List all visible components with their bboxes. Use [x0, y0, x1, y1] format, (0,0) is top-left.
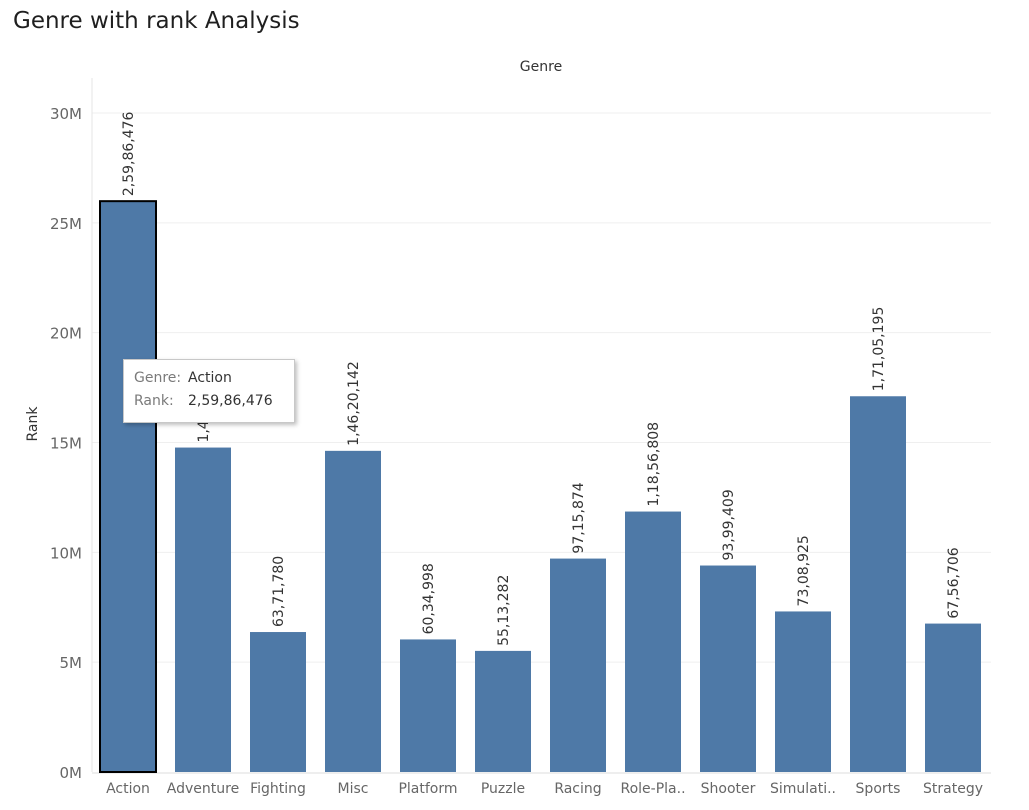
data-label: 67,56,706 [946, 547, 962, 618]
chart-title: Genre with rank Analysis [13, 8, 300, 34]
data-label: 1,4 [196, 420, 212, 442]
data-label: 60,34,998 [421, 563, 437, 634]
bar-puzzle[interactable] [475, 650, 531, 772]
bar-strategy[interactable] [925, 623, 981, 772]
data-label: 73,08,925 [796, 535, 812, 606]
tooltip-rank-key: Rank: [134, 393, 174, 409]
y-tick-label: 0M [60, 764, 83, 782]
bar-fighting[interactable] [250, 632, 306, 772]
y-axis-title: Rank [25, 406, 41, 442]
tooltip-genre-value: Action [188, 370, 232, 386]
data-label: 93,99,409 [721, 489, 737, 560]
x-tick-label: Misc [338, 781, 369, 797]
x-tick-label: Simulati.. [770, 781, 836, 797]
bar-action[interactable] [99, 200, 157, 773]
data-label: 1,46,20,142 [346, 361, 362, 446]
data-label: 1,18,56,808 [646, 422, 662, 507]
x-tick-label: Platform [398, 781, 457, 797]
x-tick-label: Racing [554, 781, 601, 797]
x-tick-label: Strategy [923, 781, 983, 797]
y-tick-label: 10M [50, 544, 82, 562]
x-tick-label: Sports [856, 781, 901, 797]
bar-shooter[interactable] [700, 565, 756, 772]
bar-sports[interactable] [850, 396, 906, 772]
bar-misc[interactable] [325, 450, 381, 772]
bar-racing[interactable] [550, 558, 606, 772]
data-label: 63,71,780 [271, 556, 287, 627]
x-tick-label: Puzzle [481, 781, 525, 797]
y-tick-label: 30M [50, 105, 82, 123]
y-tick-label: 15M [50, 435, 82, 453]
column-header: Genre [520, 59, 562, 75]
bar-platform[interactable] [400, 639, 456, 772]
y-tick-label: 25M [50, 215, 82, 233]
x-tick-label: Shooter [701, 781, 756, 797]
bar-role-pla[interactable] [625, 511, 681, 772]
y-tick-label: 5M [60, 654, 83, 672]
data-label: 55,13,282 [496, 575, 512, 646]
x-tick-label: Action [106, 781, 150, 797]
y-tick-label: 20M [50, 325, 82, 343]
bar-adventure[interactable] [175, 447, 231, 772]
tooltip-rank-value: 2,59,86,476 [188, 393, 273, 409]
x-tick-label: Fighting [250, 781, 306, 797]
data-label: 97,15,874 [571, 482, 587, 553]
bar-simulati[interactable] [775, 611, 831, 772]
data-label: 1,71,05,195 [871, 307, 887, 392]
tooltip: Genre: Action Rank: 2,59,86,476 [123, 359, 295, 423]
data-label: 2,59,86,476 [121, 111, 137, 196]
x-tick-label: Role-Pla.. [620, 781, 685, 797]
tooltip-genre-key: Genre: [134, 370, 182, 386]
x-tick-label: Adventure [167, 781, 239, 797]
